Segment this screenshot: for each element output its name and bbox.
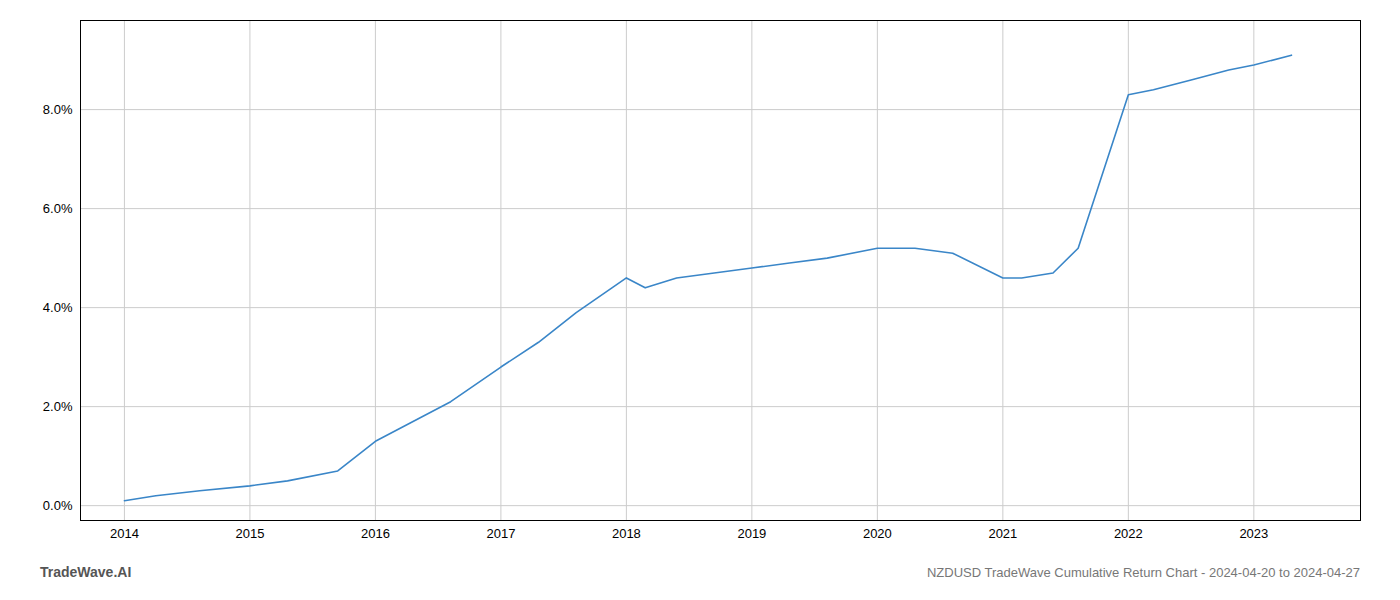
svg-text:4.0%: 4.0%: [43, 300, 73, 315]
html-text:NZDUSD TradeWave Cumulative Re: NZDUSD TradeWave Cumulative Return Chart…: [926, 564, 1360, 580]
svg-text:2017: 2017: [486, 526, 515, 541]
svg-text:2016: 2016: [361, 526, 390, 541]
svg-text:2022: 2022: [1114, 526, 1143, 541]
svg-text:2020: 2020: [863, 526, 892, 541]
svg-text:2018: 2018: [612, 526, 641, 541]
svg-text:0.0%: 0.0%: [43, 498, 73, 513]
svg-text:6.0%: 6.0%: [43, 201, 73, 216]
html-text:TradeWave.AI: TradeWave.AI: [40, 564, 132, 580]
svg-text:8.0%: 8.0%: [43, 102, 73, 117]
svg-text:2015: 2015: [235, 526, 264, 541]
svg-text:2023: 2023: [1239, 526, 1268, 541]
svg-text:2021: 2021: [988, 526, 1017, 541]
svg-text:2.0%: 2.0%: [43, 399, 73, 414]
svg-text:2014: 2014: [110, 526, 139, 541]
svg-text:2019: 2019: [737, 526, 766, 541]
